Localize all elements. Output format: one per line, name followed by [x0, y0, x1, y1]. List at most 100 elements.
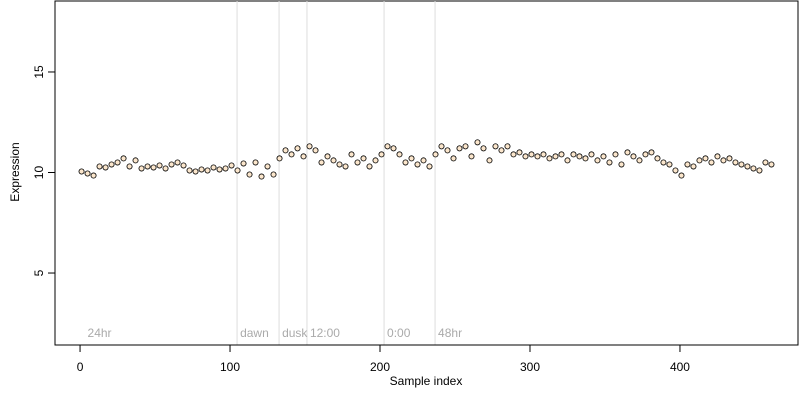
point [180, 162, 187, 169]
point [444, 147, 451, 154]
y-axis-label: Expression [8, 142, 22, 201]
point [546, 155, 553, 162]
point [126, 163, 133, 170]
point [708, 159, 715, 166]
point [606, 159, 613, 166]
point [318, 159, 325, 166]
x-tick-label: 0 [77, 360, 84, 374]
point [84, 170, 91, 177]
point [204, 167, 211, 174]
point [762, 159, 769, 166]
point [432, 151, 439, 158]
point [114, 159, 121, 166]
point [588, 151, 595, 158]
point [348, 151, 355, 158]
point [372, 157, 379, 164]
point [522, 153, 529, 160]
point [408, 155, 415, 162]
point [396, 151, 403, 158]
point [420, 157, 427, 164]
point [516, 149, 523, 156]
point [216, 166, 223, 173]
point [132, 157, 139, 164]
point [414, 161, 421, 168]
point [258, 173, 265, 180]
point [294, 145, 301, 152]
point [378, 151, 385, 158]
point [672, 167, 679, 174]
point [702, 155, 709, 162]
point [660, 159, 667, 166]
point [276, 155, 283, 162]
point [492, 143, 499, 150]
point [654, 155, 661, 162]
point [498, 147, 505, 154]
point [462, 143, 469, 150]
point [474, 139, 481, 146]
point [618, 161, 625, 168]
point [426, 163, 433, 170]
point [246, 171, 253, 178]
point [456, 145, 463, 152]
point [582, 155, 589, 162]
point [228, 162, 235, 169]
point [738, 161, 745, 168]
point [480, 145, 487, 152]
point [630, 153, 637, 160]
point [384, 143, 391, 150]
point [678, 172, 685, 179]
annotation: 12:00 [310, 326, 340, 340]
point [138, 165, 145, 172]
point [342, 163, 349, 170]
point [150, 164, 157, 171]
point [438, 143, 445, 150]
point [330, 157, 337, 164]
point [768, 161, 775, 168]
x-tick-label: 300 [520, 360, 540, 374]
point [528, 151, 535, 158]
plot-box [54, 0, 799, 346]
point [336, 161, 343, 168]
point [732, 159, 739, 166]
point [648, 149, 655, 156]
point [564, 157, 571, 164]
point [312, 147, 319, 154]
point [750, 165, 757, 172]
point [558, 151, 565, 158]
point [570, 151, 577, 158]
y-tick-label: 5 [32, 269, 46, 276]
point [234, 167, 241, 174]
x-tick-label: 200 [370, 360, 390, 374]
annotation: 24hr [88, 326, 112, 340]
point [324, 153, 331, 160]
x-axis-label: Sample index [390, 374, 463, 388]
point [720, 157, 727, 164]
point [240, 160, 247, 167]
point [360, 155, 367, 162]
point [210, 164, 217, 171]
point [264, 163, 271, 170]
point [744, 163, 751, 170]
annotation: dawn [240, 326, 269, 340]
point [144, 163, 151, 170]
point [306, 143, 313, 150]
point [156, 162, 163, 169]
point [534, 153, 541, 160]
annotation: 0:00 [387, 326, 411, 340]
point [300, 153, 307, 160]
point [576, 153, 583, 160]
point [270, 171, 277, 178]
annotation: dusk [282, 326, 308, 340]
point [366, 163, 373, 170]
point [624, 149, 631, 156]
point [402, 159, 409, 166]
point [642, 151, 649, 158]
point [288, 151, 295, 158]
point [486, 157, 493, 164]
point [174, 159, 181, 166]
point [222, 165, 229, 172]
point [552, 153, 559, 160]
point [684, 161, 691, 168]
point [102, 164, 109, 171]
